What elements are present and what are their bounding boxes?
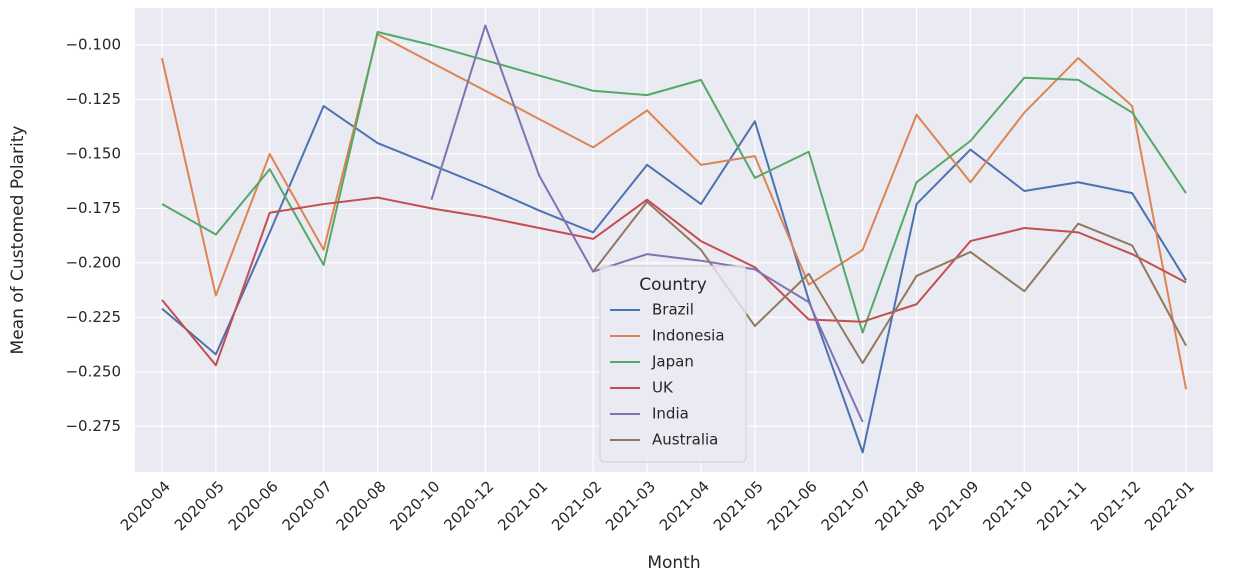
series-line: [161, 105, 1187, 454]
legend-label: Indonesia: [652, 327, 725, 345]
x-tick-label: 2020-07: [279, 477, 336, 534]
series-line: [161, 30, 1187, 334]
x-tick-label: 2021-10: [979, 477, 1036, 534]
legend-label: Australia: [652, 431, 718, 449]
y-tick-label: −0.100: [65, 36, 121, 54]
grid: [135, 8, 1213, 472]
x-tick-label: 2021-03: [602, 477, 659, 534]
x-tick-label: 2021-09: [925, 477, 982, 534]
legend-title: Country: [639, 275, 707, 295]
y-axis-label: Mean of Customed Polarity: [8, 126, 28, 355]
x-tick-label: 2022-01: [1141, 477, 1198, 534]
x-tick-label: 2020-05: [171, 477, 228, 534]
x-tick-label: 2021-05: [710, 477, 767, 534]
x-tick-label: 2021-07: [818, 477, 875, 534]
x-tick-label: 2020-04: [117, 477, 174, 534]
x-tick-label: 2021-06: [764, 477, 821, 534]
x-tick-label: 2021-11: [1033, 477, 1090, 534]
y-tick-label: −0.150: [65, 144, 121, 162]
x-tick-label: 2021-02: [548, 477, 605, 534]
y-tick-label: −0.175: [65, 199, 121, 217]
y-tick-label: −0.225: [65, 308, 121, 326]
y-tick-label: −0.125: [65, 90, 121, 108]
x-tick-label: 2021-08: [872, 477, 929, 534]
lines: [160, 24, 1188, 454]
legend-label: India: [652, 405, 689, 423]
x-tick-label: 2020-06: [225, 477, 282, 534]
y-tick-label: −0.250: [65, 362, 121, 380]
x-tick-label: 2020-12: [440, 477, 497, 534]
x-tick-label: 2021-01: [494, 477, 551, 534]
x-tick-label: 2021-04: [656, 477, 713, 534]
series-line: [592, 200, 1187, 365]
legend-label: Brazil: [652, 301, 694, 319]
series-line: [161, 196, 1187, 367]
y-tick-label: −0.200: [65, 253, 121, 271]
x-tick-label: 2021-12: [1087, 477, 1144, 534]
legend-label: Japan: [651, 353, 694, 371]
legend: Country Brazil Indonesia Japan UK India Austra…: [599, 265, 747, 463]
x-axis-label: Month: [647, 553, 700, 573]
x-tick-label: 2020-10: [386, 477, 443, 534]
legend-label: UK: [652, 379, 674, 397]
y-tick-label: −0.275: [65, 417, 121, 435]
series-line: [160, 33, 1188, 390]
x-tick-label: 2020-08: [333, 477, 390, 534]
